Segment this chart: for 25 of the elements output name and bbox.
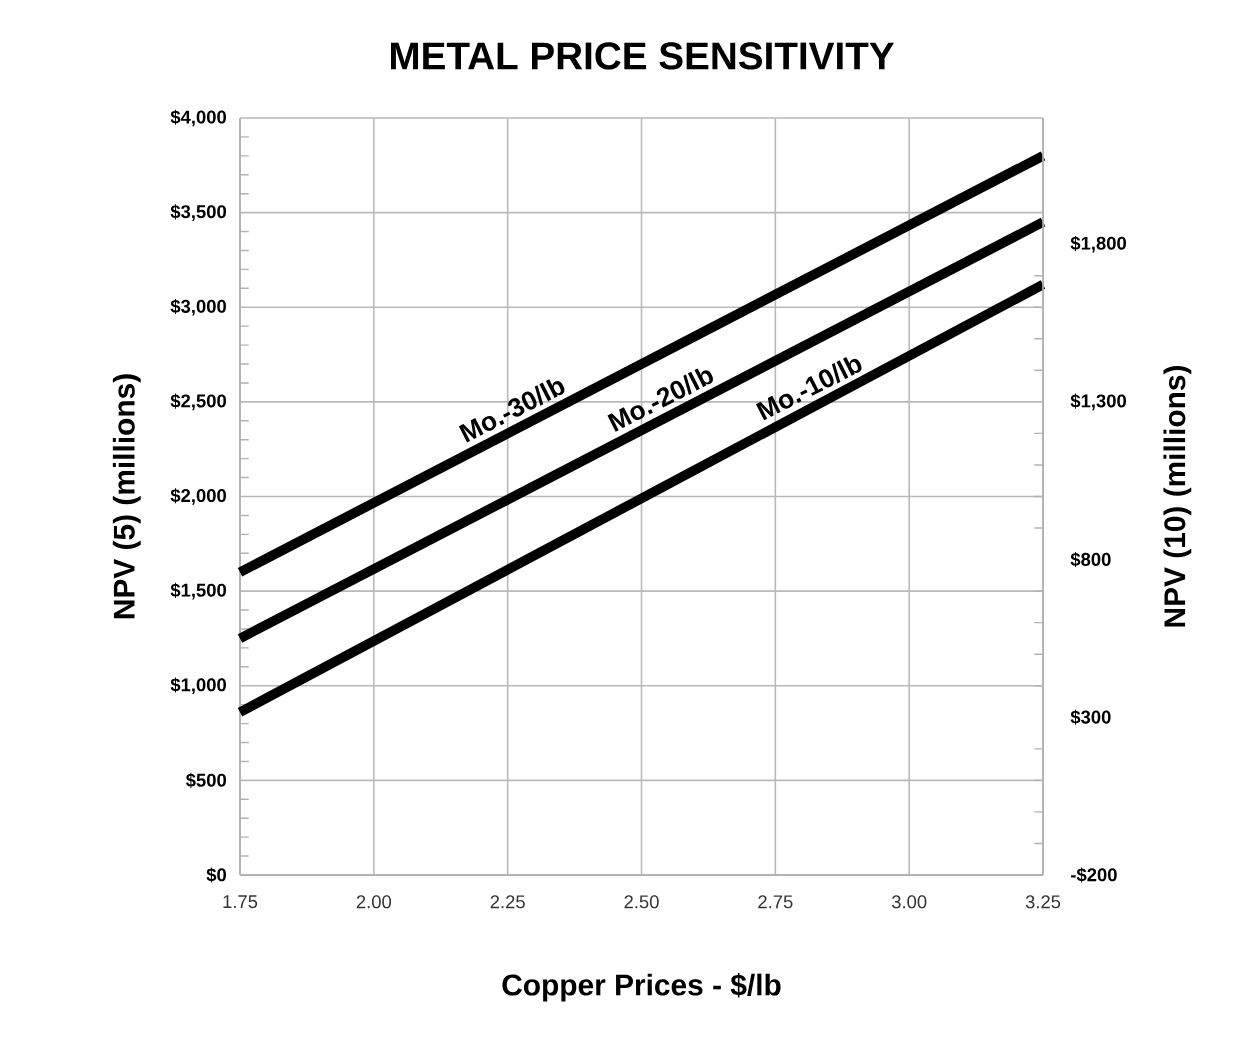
x-tick-label: 1.75 (223, 895, 258, 909)
y-tick-label: $0 (206, 867, 227, 883)
y2-tick-label: $1,300 (1070, 393, 1126, 411)
x-tick-label: 2.00 (356, 895, 392, 909)
y-tick-label: $1,500 (170, 582, 226, 600)
y-tick-label: $3,500 (170, 204, 226, 221)
x-tick-label: 3.00 (891, 895, 927, 909)
y-tick-label: $2,500 (170, 393, 226, 411)
x-axis-title: Copper Prices - $/lb (502, 973, 781, 1002)
chart-title: METAL PRICE SENSITIVITY (390, 42, 894, 70)
y2-tick-label: $800 (1070, 552, 1111, 568)
y-tick-label: $1,000 (170, 677, 226, 695)
x-tick-label: 2.50 (624, 895, 659, 909)
y-tick-label: $4,000 (170, 109, 226, 127)
y-tick-label: $500 (185, 772, 226, 788)
y-tick-label: $2,000 (170, 488, 226, 505)
y-tick-label: $3,000 (170, 298, 226, 316)
x-tick-label: 3.25 (1025, 895, 1061, 909)
y2-tick-label: $1,800 (1070, 235, 1126, 253)
y2-axis-title: NPV (10) (millions) (1163, 366, 1192, 627)
y2-tick-label: $300 (1070, 709, 1111, 725)
y2-tick-label: -$200 (1071, 867, 1117, 883)
y-axis-title: NPV (5) (millions) (112, 374, 141, 619)
x-tick-label: 2.25 (490, 895, 525, 909)
x-tick-label: 2.75 (758, 895, 793, 909)
